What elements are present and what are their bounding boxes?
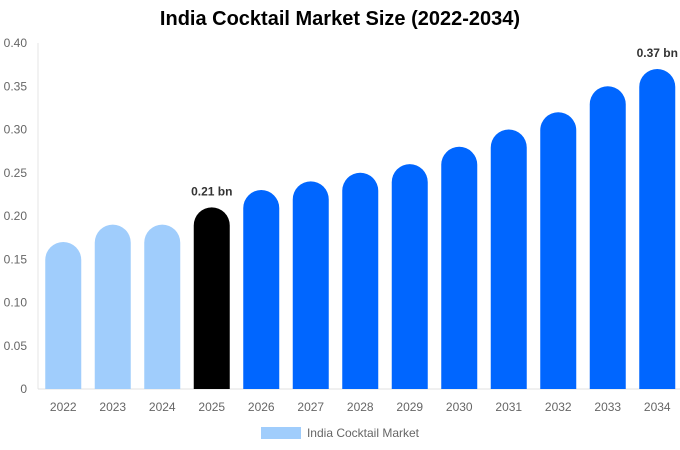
bar-2027 <box>292 181 329 389</box>
legend: India Cocktail Market <box>0 426 680 440</box>
x-tick-label: 2030 <box>446 400 473 414</box>
y-tick-label: 0.35 <box>4 79 28 93</box>
legend-swatch <box>260 427 301 439</box>
x-tick-label: 2033 <box>594 400 621 414</box>
y-tick-label: 0 <box>20 382 27 396</box>
x-tick-label: 2028 <box>347 400 374 414</box>
bar-2025 <box>193 207 230 389</box>
bar-2023 <box>94 224 131 389</box>
y-tick-label: 0.15 <box>4 252 28 266</box>
x-tick-label: 2025 <box>198 400 225 414</box>
x-tick-label: 2029 <box>396 400 423 414</box>
bar-2031 <box>490 129 527 389</box>
bar-2028 <box>342 172 379 389</box>
x-tick-label: 2022 <box>50 400 77 414</box>
bar-2024 <box>144 224 181 389</box>
data-label-2034: 0.37 bn <box>637 46 678 60</box>
y-tick-label: 0.25 <box>4 166 28 180</box>
x-tick-label: 2024 <box>149 400 176 414</box>
legend-label: India Cocktail Market <box>306 426 420 440</box>
y-tick-label: 0.05 <box>4 339 28 353</box>
x-tick-label: 2023 <box>99 400 126 414</box>
y-tick-label: 0.30 <box>4 123 28 137</box>
data-label-2025: 0.21 bn <box>191 184 232 198</box>
x-tick-label: 2032 <box>545 400 572 414</box>
bar-2022 <box>45 241 82 389</box>
y-tick-label: 0.40 <box>4 36 28 50</box>
y-tick-label: 0.10 <box>4 296 28 310</box>
bar-2033 <box>589 86 626 389</box>
bar-2030 <box>441 146 478 389</box>
bar-2034 <box>639 68 676 389</box>
x-tick-label: 2031 <box>495 400 522 414</box>
chart-title: India Cocktail Market Size (2022-2034) <box>159 8 521 30</box>
x-tick-label: 2026 <box>248 400 275 414</box>
bar-2029 <box>391 164 428 389</box>
bar-chart: 0 0.05 0.10 0.15 0.20 0.25 0.30 0.35 0.40 2022 202… <box>4 36 680 414</box>
x-tick-label: 2027 <box>297 400 324 414</box>
bar-2026 <box>243 190 280 389</box>
y-tick-label: 0.20 <box>4 209 28 223</box>
bar-2032 <box>540 112 577 389</box>
x-tick-label: 2034 <box>644 400 671 414</box>
